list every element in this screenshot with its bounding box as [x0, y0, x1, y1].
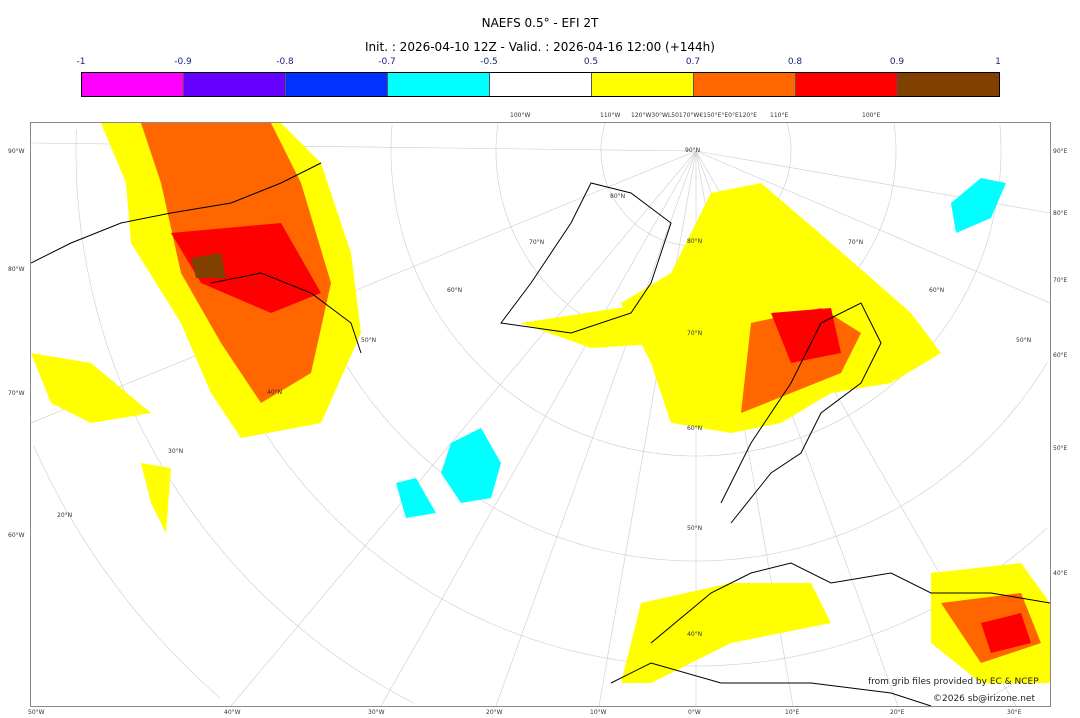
- colorbar-tick-label: -0.8: [276, 57, 294, 67]
- colorbar-tick-label: 1: [995, 57, 1001, 67]
- axis-tick-label: 80°W: [8, 266, 25, 273]
- axis-tick-label: 10°E: [785, 709, 800, 716]
- lat-label: 80°N: [610, 193, 626, 200]
- axis-tick-label: 90°W: [8, 148, 25, 155]
- colorbar-segment: [286, 73, 388, 96]
- colorbar-tick-label: -0.9: [174, 57, 192, 67]
- map-panel: 90°N 80°N 70°N 60°N 50°N 40°N 30°N 20°N …: [30, 122, 1051, 707]
- coastlines: [31, 162, 1050, 706]
- colorbar-tick-label: -1: [76, 57, 86, 67]
- axis-tick-label: 70°E: [1053, 277, 1068, 284]
- colorbar-segment: [388, 73, 490, 96]
- lat-label: 60°N: [687, 425, 703, 432]
- lat-label: 70°N: [687, 330, 703, 337]
- lat-label: 60°N: [929, 287, 945, 294]
- lat-label: 40°N: [687, 631, 703, 638]
- latitude-circle: [893, 123, 897, 151]
- axis-tick-label: 90°E: [1053, 148, 1068, 155]
- colorbar: [81, 72, 1000, 97]
- colorbar-segment: [82, 73, 184, 96]
- axis-tick-label: 60°E: [1053, 352, 1068, 359]
- colorbar-tick-label: 0.9: [889, 57, 905, 67]
- credit-copyright: ©2026 sb@irizone.net: [933, 694, 1035, 704]
- axis-tick-label: 30°E: [1007, 709, 1022, 716]
- axis-tick-label: 100°W: [510, 112, 531, 119]
- latitude-circle: [390, 124, 1002, 457]
- pole-label: 90°N: [685, 147, 701, 154]
- axis-tick-label: 110°E: [770, 112, 789, 119]
- axis-tick-label: 120°W30°WL50170°W€150°E°E0°E120°E: [631, 112, 758, 119]
- axis-tick-label: 20°W: [486, 709, 503, 716]
- latitude-circle: [75, 129, 415, 704]
- latitude-circle: [33, 445, 221, 699]
- axis-tick-label: 70°W: [8, 390, 25, 397]
- lat-label: 50°N: [1016, 337, 1032, 344]
- colorbar-segment: [694, 73, 796, 96]
- latitude-circle: [999, 124, 1002, 151]
- axis-tick-label: 10°W: [590, 709, 607, 716]
- colorbar-segment: [592, 73, 694, 96]
- lat-label: 80°N: [687, 238, 703, 245]
- map-subtitle: Init. : 2026-04-10 12Z - Valid. : 2026-0…: [365, 40, 715, 54]
- axis-tick-label: 50°E: [1053, 445, 1068, 452]
- colorbar-tick-label: 0.8: [787, 57, 803, 67]
- map-canvas: [31, 123, 1050, 706]
- colorbar-segment: [796, 73, 898, 96]
- axis-tick-label: 80°E: [1053, 210, 1068, 217]
- colorbar-tick-label: -0.5: [480, 57, 498, 67]
- colorbar-segment: [490, 73, 592, 96]
- axis-tick-label: 50°W: [28, 709, 45, 716]
- colorbar-tick-label: 0.5: [583, 57, 599, 67]
- map-title: NAEFS 0.5° - EFI 2T: [481, 16, 599, 30]
- axis-tick-label: 20°E: [890, 709, 905, 716]
- lat-label: 40°N: [267, 389, 283, 396]
- lat-label: 30°N: [168, 448, 184, 455]
- axis-tick-label: 100°E: [862, 112, 881, 119]
- lat-label: 50°N: [361, 337, 377, 344]
- lat-label: 60°N: [447, 287, 463, 294]
- credit-source: from grib files provided by EC & NCEP: [868, 677, 1039, 687]
- lat-label: 20°N: [57, 512, 73, 519]
- axis-tick-label: 40°E: [1053, 570, 1068, 577]
- graticule: [31, 123, 1050, 706]
- colorbar-tick-label: 0.7: [685, 57, 701, 67]
- axis-tick-label: 40°W: [224, 709, 241, 716]
- lat-label: 70°N: [848, 239, 864, 246]
- latitude-circle: [786, 123, 792, 151]
- colorbar-segment: [184, 73, 286, 96]
- colorbar-tick-label: -0.7: [378, 57, 396, 67]
- efi-field: [31, 123, 1050, 683]
- lat-label: 70°N: [529, 239, 545, 246]
- axis-tick-label: 110°W: [600, 112, 621, 119]
- axis-tick-label: 60°W: [8, 532, 25, 539]
- axis-tick-label: 30°W: [368, 709, 385, 716]
- axis-tick-label: 0°W: [688, 709, 701, 716]
- colorbar-segment: [898, 73, 999, 96]
- lat-label: 50°N: [687, 525, 703, 532]
